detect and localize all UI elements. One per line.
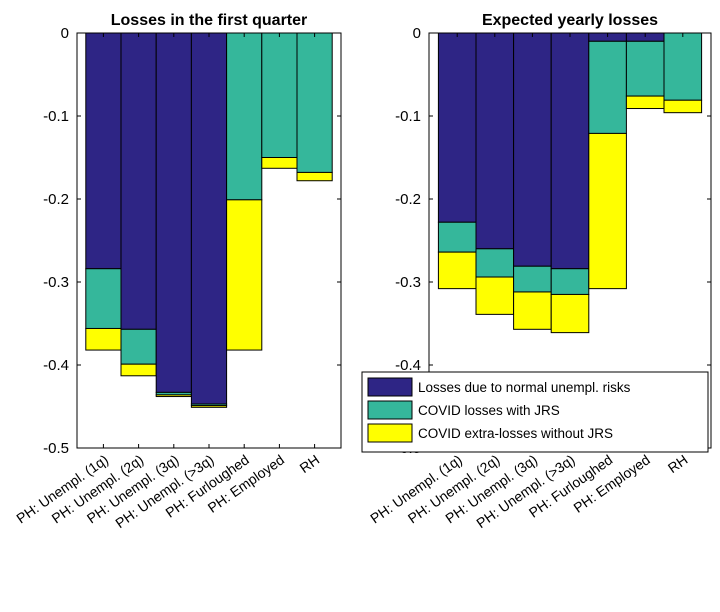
legend: Losses due to normal unempl. risks COVID … bbox=[361, 371, 709, 453]
bar-segment-1 bbox=[475, 32, 515, 250]
bar-segment-1 bbox=[550, 32, 590, 270]
bar-segment-3 bbox=[588, 132, 627, 290]
bar-segment-1 bbox=[437, 32, 477, 223]
bar-segment-3 bbox=[85, 327, 122, 351]
bar-segment-3 bbox=[513, 291, 552, 330]
legend-entry-2: COVID losses with JRS bbox=[418, 403, 560, 418]
bar-segment-2 bbox=[588, 40, 627, 134]
bar-segment-3 bbox=[550, 293, 590, 334]
y-tick-label: -0.4 bbox=[43, 357, 69, 374]
bar-segment-2 bbox=[513, 265, 552, 293]
bar-segment-3 bbox=[120, 363, 157, 377]
y-tick-label: -0.1 bbox=[43, 108, 69, 125]
y-tick-label: -0.5 bbox=[43, 440, 69, 457]
y-tick-label: 0 bbox=[413, 25, 421, 42]
chart-title: Losses in the first quarter bbox=[111, 12, 308, 29]
bar-segment-3 bbox=[261, 157, 298, 169]
bar-segment-3 bbox=[663, 99, 703, 114]
bar-segment-2 bbox=[226, 32, 263, 201]
y-tick-label: -0.3 bbox=[395, 274, 421, 291]
bar-segment-1 bbox=[190, 32, 228, 405]
y-tick-label: -0.2 bbox=[43, 191, 69, 208]
bar-segment-2 bbox=[261, 32, 298, 158]
y-tick-label: -0.4 bbox=[395, 357, 421, 374]
legend-entry-3: COVID extra-losses without JRS bbox=[418, 426, 613, 441]
bar-segment-1 bbox=[120, 32, 157, 330]
bar-segment-2 bbox=[296, 32, 333, 173]
panel-first-quarter: Losses in the first quarter 0 -0.1 -0.2 -0.3… bbox=[13, 12, 342, 531]
legend-swatch-3 bbox=[367, 423, 413, 443]
bar-segment-3 bbox=[226, 199, 263, 351]
bar-segment-2 bbox=[625, 40, 665, 97]
bar-segment-2 bbox=[550, 268, 590, 295]
legend-box bbox=[361, 371, 709, 453]
bar-segment-1 bbox=[513, 32, 552, 267]
bar-segment-2 bbox=[120, 328, 157, 365]
bar-segment-3 bbox=[475, 276, 515, 315]
bar-segment-1 bbox=[85, 32, 122, 270]
bar-segment-3 bbox=[155, 394, 192, 398]
y-tick-label: 0 bbox=[61, 25, 69, 42]
bar-segment-2 bbox=[85, 268, 122, 329]
bar-segment-3 bbox=[625, 95, 665, 110]
bar-segment-2 bbox=[475, 248, 515, 278]
legend-entry-1: Losses due to normal unempl. risks bbox=[418, 380, 631, 395]
chart-title: Expected yearly losses bbox=[482, 12, 658, 29]
bar-segment-2 bbox=[437, 221, 477, 253]
bar-segment-3 bbox=[437, 251, 477, 290]
legend-swatch-1 bbox=[367, 377, 413, 397]
legend-swatch-2 bbox=[367, 400, 413, 420]
bar-segment-2 bbox=[663, 32, 703, 101]
bar-segment-1 bbox=[155, 32, 192, 393]
y-tick-label: -0.1 bbox=[395, 108, 421, 125]
bar-segment-3 bbox=[190, 405, 228, 408]
bar-segment-3 bbox=[296, 171, 333, 182]
y-tick-label: -0.2 bbox=[395, 191, 421, 208]
y-tick-label: -0.3 bbox=[43, 274, 69, 291]
